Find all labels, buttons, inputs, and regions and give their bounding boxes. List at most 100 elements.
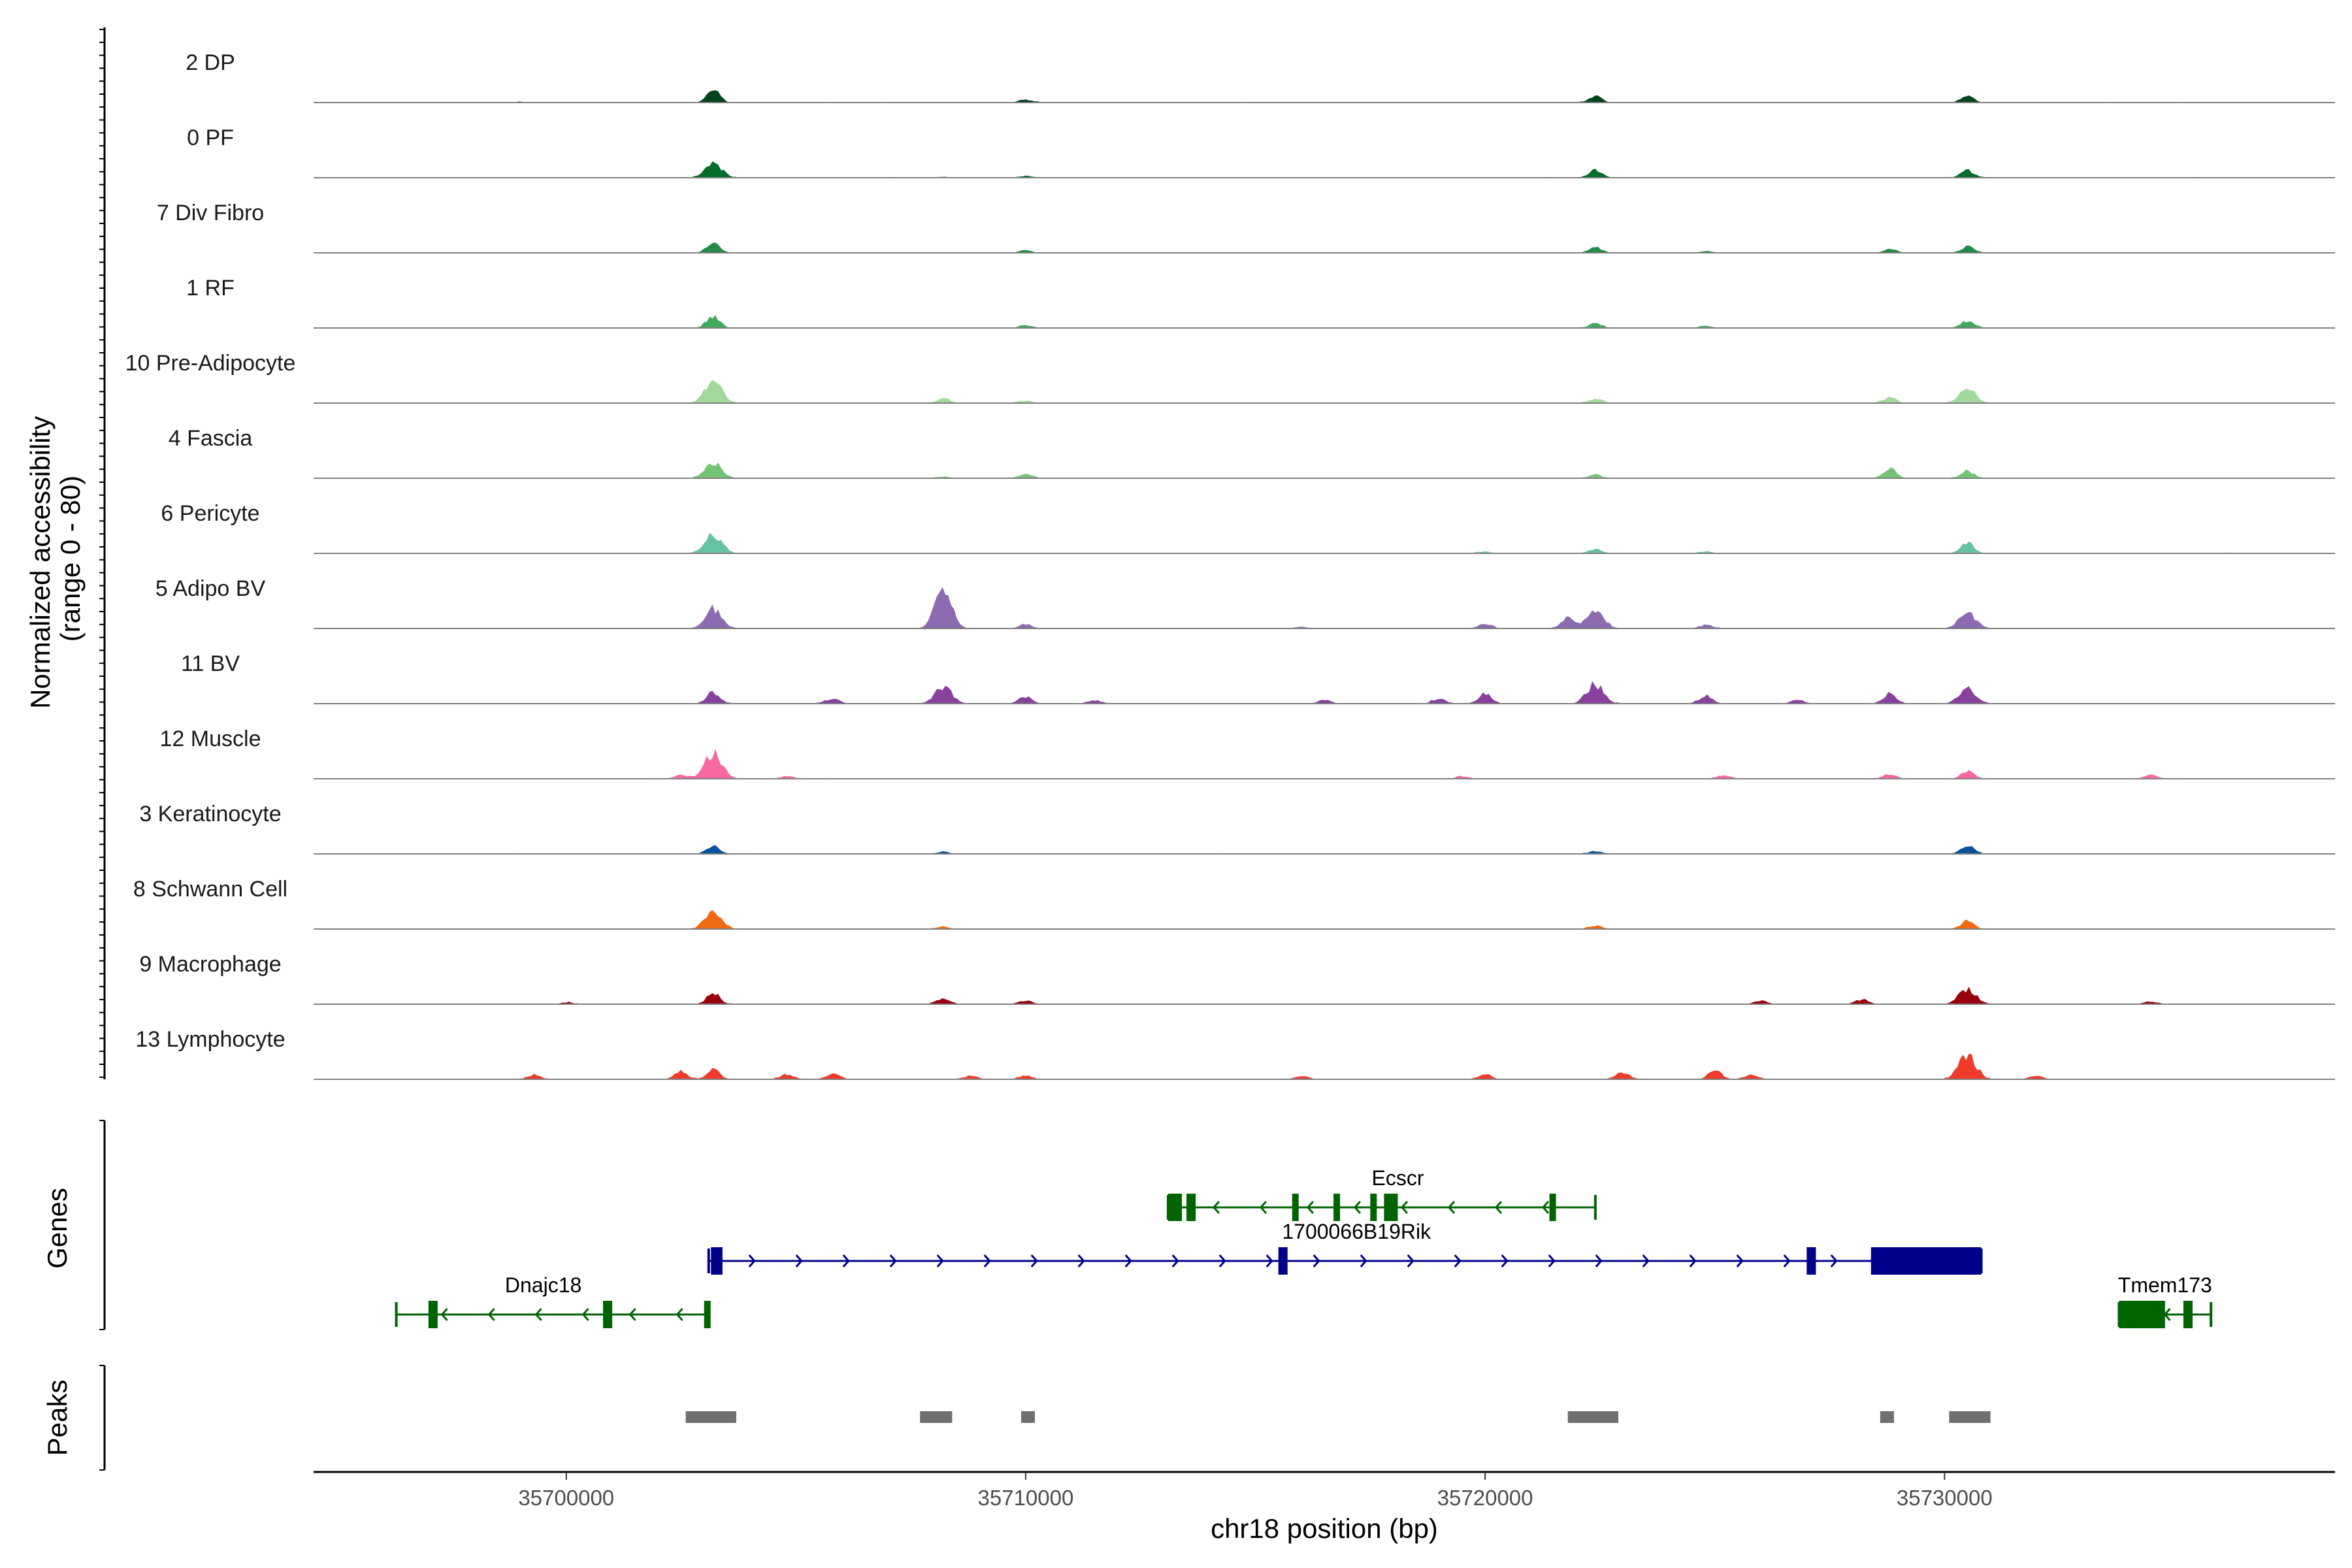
- peak-region: [1021, 1411, 1035, 1423]
- strand-arrow: [1077, 1254, 1085, 1267]
- exon: [1384, 1194, 1398, 1221]
- exon: [2119, 1301, 2165, 1328]
- strand-arrow: [1548, 1254, 1556, 1267]
- exon: [1806, 1247, 1816, 1275]
- track-0-pf: 0 PF: [187, 125, 2335, 178]
- strand-arrow: [1447, 1201, 1456, 1214]
- track-2-dp: 2 DP: [186, 50, 2335, 103]
- gene-1700066b19rik: 1700066B19Rik: [707, 1220, 1983, 1275]
- strand-arrow: [795, 1254, 803, 1267]
- x-axis-ticks: 35700000 35710000 35720000 35730000: [518, 1472, 1993, 1510]
- peaks-panel-label: Peaks: [42, 1380, 73, 1456]
- exon: [1333, 1194, 1341, 1221]
- coverage-area: [314, 910, 2335, 929]
- coverage-area: [314, 749, 2335, 779]
- strand-arrow: [1030, 1254, 1038, 1267]
- track-13-lymphocyte: 13 Lymphocyte: [135, 1027, 2335, 1080]
- strand-arrow: [1266, 1254, 1273, 1267]
- gene-label: 1700066B19Rik: [1282, 1220, 1431, 1243]
- strand-arrow: [1830, 1254, 1838, 1267]
- strand-arrow: [1689, 1254, 1697, 1267]
- strand-arrow: [1218, 1254, 1226, 1267]
- exon: [704, 1301, 711, 1328]
- x-tick-label: 35730000: [1897, 1486, 1993, 1510]
- strand-arrow: [1595, 1254, 1603, 1267]
- exon: [428, 1301, 438, 1328]
- track-label: 13 Lymphocyte: [135, 1027, 285, 1052]
- exon: [603, 1301, 613, 1328]
- track-label: 11 BV: [181, 651, 240, 676]
- coverage-area: [314, 242, 2335, 253]
- track-label: 5 Adipo BV: [155, 576, 266, 601]
- coverage-area: [314, 845, 2335, 854]
- strand-arrow: [1407, 1254, 1414, 1267]
- exon: [1370, 1194, 1377, 1221]
- track-8-schwann-cell: 8 Schwann Cell: [133, 877, 2335, 930]
- track-1-rf: 1 RF: [186, 276, 2335, 329]
- track-label: 4 Fascia: [169, 426, 253, 451]
- strand-arrow: [1736, 1254, 1744, 1267]
- exon: [1278, 1247, 1288, 1275]
- coverage-area: [314, 161, 2335, 178]
- track-label: 9 Macrophage: [139, 952, 281, 977]
- track-3-keratinocyte: 3 Keratinocyte: [139, 802, 2335, 855]
- track-label: 10 Pre-Adipocyte: [125, 351, 296, 376]
- track-label: 8 Schwann Cell: [133, 877, 287, 902]
- strand-arrow: [983, 1254, 991, 1267]
- peaks-panel: Peaks: [42, 1365, 1991, 1471]
- track-label: 12 Muscle: [160, 727, 261, 751]
- strand-arrow: [1783, 1254, 1791, 1267]
- track-label: 6 Pericyte: [161, 501, 259, 526]
- strand-arrow: [440, 1308, 448, 1321]
- gene-label: Ecscr: [1372, 1166, 1424, 1190]
- strand-arrow: [1400, 1201, 1409, 1214]
- strand-arrow: [936, 1254, 944, 1267]
- track-12-muscle: 12 Muscle: [160, 727, 2335, 779]
- strand-arrow: [1353, 1201, 1362, 1214]
- track-9-macrophage: 9 Macrophage: [139, 952, 2335, 1005]
- strand-arrow: [534, 1308, 542, 1321]
- y-axis-title-line2: (range 0 - 80): [55, 476, 86, 642]
- track-5-adipo-bv: 5 Adipo BV: [155, 576, 2335, 629]
- track-label: 0 PF: [187, 125, 234, 150]
- strand-arrow: [487, 1308, 495, 1321]
- genes-panel: Genes Dnajc18 1700066B19Rik Ecscr Tmem173: [42, 1120, 2213, 1330]
- peak-regions: [685, 1411, 1991, 1423]
- coverage-area: [314, 315, 2335, 328]
- strand-arrow: [1454, 1254, 1462, 1267]
- exon: [1168, 1194, 1183, 1221]
- strand-arrow: [1124, 1254, 1132, 1267]
- strand-arrow: [1259, 1201, 1267, 1214]
- peak-region: [1949, 1411, 1991, 1423]
- strand-arrow: [1306, 1201, 1315, 1214]
- exon: [1292, 1194, 1299, 1221]
- peak-region: [1567, 1411, 1619, 1423]
- exon: [1549, 1194, 1556, 1221]
- strand-arrow: [629, 1308, 636, 1321]
- track-label: 1 RF: [186, 276, 235, 301]
- gene-dnajc18: Dnajc18: [395, 1273, 711, 1328]
- track-10-pre-adipocyte: 10 Pre-Adipocyte: [125, 351, 2335, 404]
- exon: [1870, 1247, 1982, 1275]
- coverage-area: [314, 90, 2335, 103]
- track-label: 3 Keratinocyte: [139, 802, 281, 826]
- gene-tmem173: Tmem173: [2117, 1273, 2213, 1328]
- track-label: 7 Div Fibro: [157, 201, 264, 225]
- x-tick-label: 35720000: [1437, 1486, 1533, 1510]
- coverage-tracks: 2 DP 0 PF 7 Div Fibro 1 RF 10 Pre-Adipocyte 4…: [125, 50, 2335, 1080]
- strand-arrow: [889, 1254, 897, 1267]
- peak-region: [920, 1411, 953, 1423]
- x-tick-label: 35700000: [518, 1486, 614, 1510]
- strand-arrow: [1541, 1201, 1550, 1214]
- coverage-area: [314, 380, 2335, 403]
- coverage-area: [314, 463, 2335, 478]
- strand-arrow: [1494, 1201, 1503, 1214]
- strand-arrow: [581, 1308, 589, 1321]
- strand-arrow: [1642, 1254, 1650, 1267]
- peak-region: [685, 1411, 736, 1423]
- strand-arrow: [1171, 1254, 1179, 1267]
- y-axis-title-line1: Normalized accessibility: [25, 416, 56, 709]
- gene-ecscr: Ecscr: [1166, 1166, 1597, 1221]
